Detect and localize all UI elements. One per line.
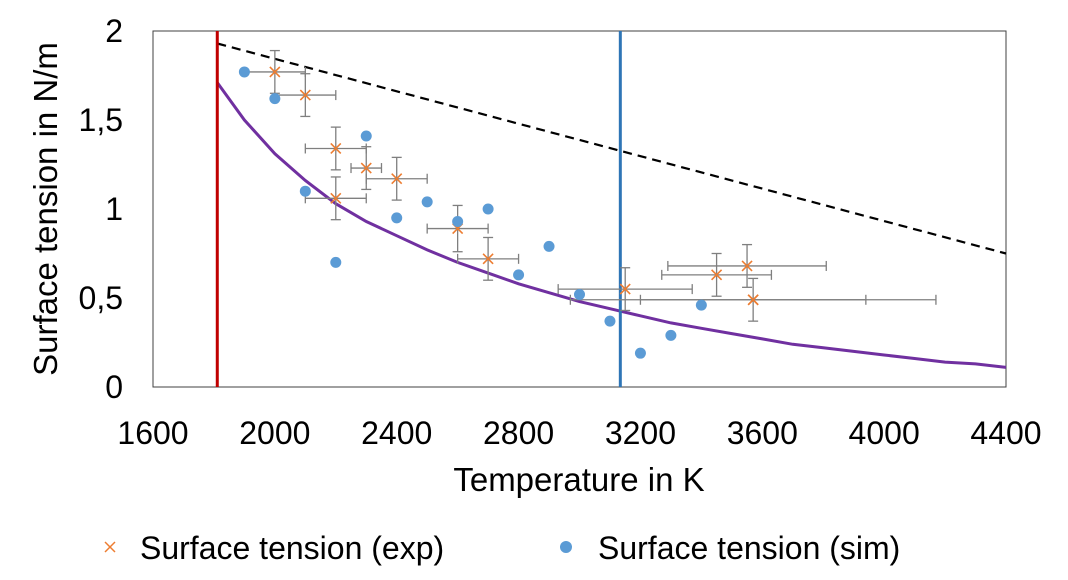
- sim-point: [574, 288, 585, 300]
- sim-point: [238, 66, 250, 78]
- exp-marker-stroke: [482, 253, 494, 265]
- tick-labels: 1600 2000 2400 2800 3200 3600 4000 4400 0 0,5 1 1,5…: [79, 13, 1042, 451]
- plot-area: [152, 30, 1007, 388]
- legend-marker-exp: [104, 541, 116, 553]
- exp-point: [711, 269, 723, 281]
- y-tick-label: 0: [105, 369, 123, 405]
- exp-marker-stroke: [360, 162, 372, 174]
- exp-marker-stroke: [269, 66, 281, 78]
- exp-marker-stroke: [299, 89, 311, 101]
- y-tick-label: 0,5: [79, 280, 123, 316]
- exp-marker-stroke: [711, 269, 723, 281]
- data-points: [238, 66, 759, 359]
- x-tick-label: 2400: [361, 415, 432, 451]
- y-tick-label: 1: [105, 191, 123, 227]
- exp-point: [747, 294, 759, 306]
- curve-layer: [216, 42, 1007, 369]
- sim-point: [452, 215, 464, 227]
- exp-point: [741, 260, 753, 272]
- legend-marker-sim: [560, 541, 572, 553]
- exp-point: [330, 192, 342, 204]
- sim-point: [269, 93, 281, 105]
- y-axis-title: Surface tension in N/m: [27, 42, 64, 376]
- x-axis-title: Temperature in K: [453, 461, 704, 498]
- sim-point: [360, 130, 372, 142]
- sim-point: [513, 269, 525, 281]
- exp-point: [391, 173, 403, 185]
- y-tick-label: 2: [105, 13, 123, 49]
- sim-point: [391, 212, 403, 224]
- sim-point: [330, 256, 342, 268]
- x-tick-label: 4400: [970, 415, 1041, 451]
- legend-label-sim: Surface tension (sim): [598, 530, 900, 566]
- x-tick-label: 1600: [117, 415, 188, 451]
- sim-point: [482, 203, 494, 215]
- exp-marker-stroke: [330, 142, 342, 155]
- x-tick-label: 3200: [605, 415, 676, 451]
- exp-marker-stroke: [747, 294, 759, 306]
- x-tick-label: 2800: [483, 415, 554, 451]
- x-tick-label: 4000: [849, 415, 920, 451]
- x-tick-label: 3600: [727, 415, 798, 451]
- exp-marker-stroke: [619, 283, 631, 295]
- exp-point: [269, 66, 281, 78]
- legend: Surface tension (exp) Surface tension (s…: [104, 530, 900, 566]
- legend-label-exp: Surface tension (exp): [140, 530, 444, 566]
- exp-point: [330, 142, 342, 155]
- error-bars: [243, 49, 937, 322]
- exp-marker-stroke: [391, 173, 403, 185]
- exp-point: [619, 283, 631, 295]
- sim-point: [421, 196, 433, 208]
- x-tick-label: 2000: [239, 415, 310, 451]
- exp-marker-stroke: [330, 192, 342, 204]
- sim-point: [665, 329, 677, 341]
- exp-point: [482, 253, 494, 265]
- sim-point: [695, 299, 707, 311]
- sim-point: [634, 347, 646, 359]
- y-tick-label: 1,5: [79, 102, 123, 138]
- vertical-lines: [215, 31, 622, 387]
- sim-point: [299, 185, 311, 197]
- exp-point: [360, 162, 372, 174]
- sim-point: [543, 240, 555, 252]
- exp-marker-stroke: [741, 260, 753, 272]
- exp-point: [299, 89, 311, 101]
- dashed-trend-line: [217, 42, 1007, 255]
- model-curve: [216, 81, 1007, 369]
- sim-point: [604, 315, 616, 327]
